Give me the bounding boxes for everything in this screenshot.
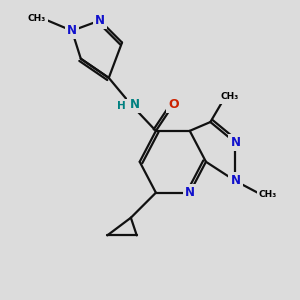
Text: N: N xyxy=(230,174,240,188)
Text: H: H xyxy=(117,101,126,111)
Text: N: N xyxy=(129,98,140,111)
Text: O: O xyxy=(168,98,179,111)
Text: N: N xyxy=(230,136,240,149)
Text: CH₃: CH₃ xyxy=(220,92,238,101)
Text: N: N xyxy=(185,186,195,199)
Text: CH₃: CH₃ xyxy=(259,190,277,199)
Text: N: N xyxy=(67,24,77,37)
Text: N: N xyxy=(95,14,105,27)
Text: CH₃: CH₃ xyxy=(28,14,46,23)
